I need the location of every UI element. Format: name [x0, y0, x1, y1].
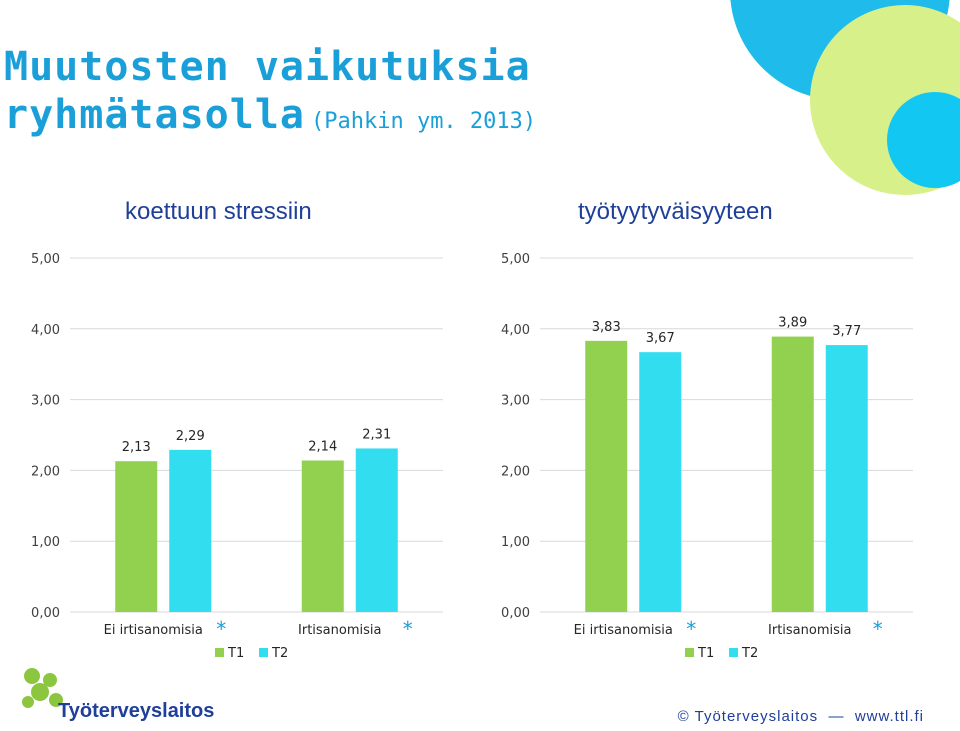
bar-T1	[301, 460, 344, 612]
y-tick-label: 5,00	[501, 252, 530, 267]
slide-title-line2-wrap: ryhmätasolla (Pahkin ym. 2013)	[4, 92, 536, 138]
bar-T1	[115, 461, 158, 612]
blue-circle-small	[887, 92, 960, 188]
bar-T2	[355, 448, 398, 612]
category-label: Irtisanomisia	[298, 623, 381, 638]
data-label: 3,77	[832, 324, 861, 339]
data-label: 2,29	[176, 429, 205, 444]
data-label: 2,14	[308, 439, 337, 454]
footer-copyright: © Työterveyslaitos — www.ttl.fi	[677, 708, 924, 725]
y-tick-label: 3,00	[501, 394, 530, 409]
legend-swatch-T2	[259, 648, 268, 657]
y-tick-label: 2,00	[501, 464, 530, 479]
legend-label-T1: T1	[697, 646, 714, 661]
data-label: 2,13	[122, 440, 151, 455]
bar-T2	[825, 345, 868, 612]
category-label: Ei irtisanomisia	[104, 623, 203, 638]
y-tick-label: 0,00	[501, 606, 530, 621]
legend-label-T2: T2	[741, 646, 758, 661]
bar-T1	[771, 336, 814, 612]
data-label: 3,67	[646, 331, 675, 346]
chart1-title: koettuun stressiin	[125, 198, 312, 225]
chart-tyotyytyvaisyyteen: 0,00 1,00 2,00 3,00 4,00 5,00 3,83 3,67 Ei irtis…	[501, 252, 913, 661]
legend-label-T2: T2	[271, 646, 288, 661]
y-tick-label: 1,00	[501, 535, 530, 550]
y-tick-label: 1,00	[31, 535, 60, 550]
bar-T1	[585, 340, 628, 612]
legend-swatch-T1	[215, 648, 224, 657]
y-tick-label: 2,00	[31, 464, 60, 479]
significance-mark: *	[403, 617, 413, 641]
logo-text: Työterveyslaitos	[58, 700, 215, 722]
legend-swatch-T2	[729, 648, 738, 657]
significance-mark: *	[686, 617, 696, 641]
category-label: Ei irtisanomisia	[574, 623, 673, 638]
chart-koettuun-stressiin: 0,00 1,00 2,00 3,00 4,00 5,00 2,13 2,29 Ei irtis…	[31, 252, 443, 661]
data-label: 3,89	[778, 316, 807, 331]
significance-mark: *	[873, 617, 883, 641]
citation: (Pahkin ym. 2013)	[310, 109, 537, 134]
logo-icon	[22, 668, 63, 708]
slide-title-line2: ryhmätasolla	[4, 92, 305, 138]
bar-T2	[169, 449, 212, 612]
category-label: Irtisanomisia	[768, 623, 851, 638]
legend-swatch-T1	[685, 648, 694, 657]
chart2-title: työtyytyväisyyteen	[578, 198, 773, 225]
y-tick-label: 5,00	[31, 252, 60, 267]
y-tick-label: 4,00	[31, 323, 60, 338]
data-label: 2,31	[362, 427, 391, 442]
slide-title-line1: Muutosten vaikutuksia	[4, 44, 531, 90]
data-label: 3,83	[592, 320, 621, 335]
y-tick-label: 4,00	[501, 323, 530, 338]
y-tick-label: 3,00	[31, 394, 60, 409]
legend-label-T1: T1	[227, 646, 244, 661]
y-tick-label: 0,00	[31, 606, 60, 621]
bar-T2	[639, 352, 682, 612]
significance-mark: *	[216, 617, 226, 641]
